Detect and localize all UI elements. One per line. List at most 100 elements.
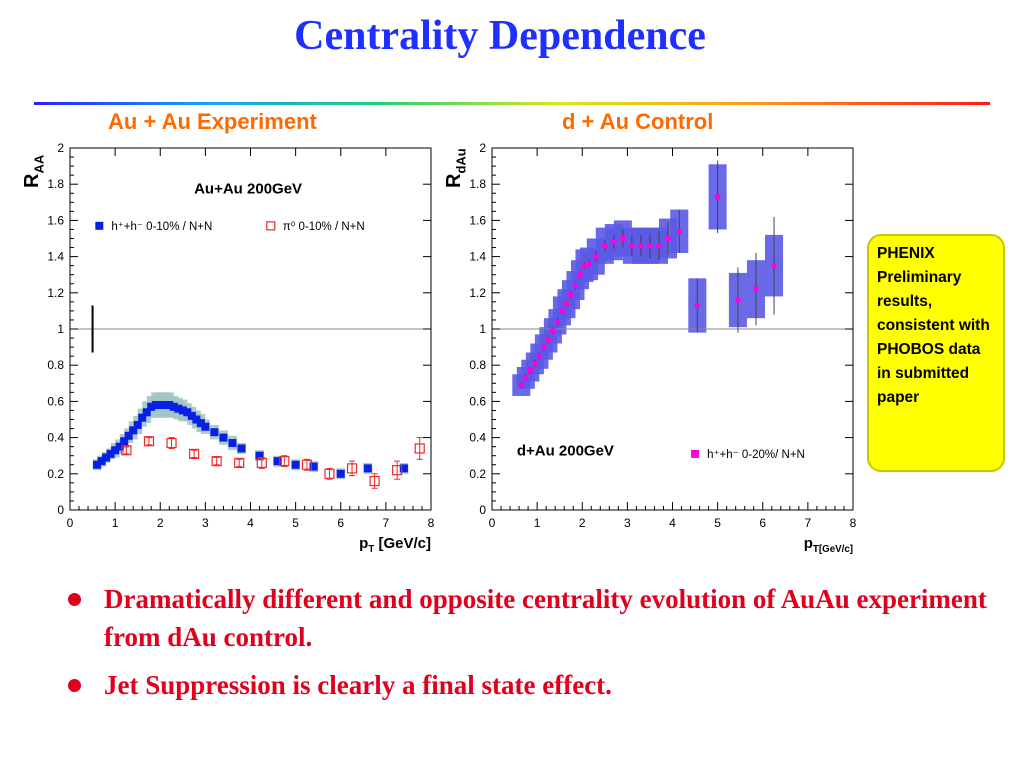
- data-point: [97, 457, 106, 466]
- auau-raa-chart: 0 1 2 3 4 5 6 7 8 0 0.2 0.4 0.6 0.8 1 1.2 1.4 1.6 1.8 2 pT […: [21, 141, 435, 555]
- data-point: [219, 433, 228, 442]
- data-point: [309, 462, 318, 471]
- data-point: [124, 431, 133, 440]
- x-tick-label: 2: [157, 516, 164, 530]
- legend-marker: [95, 221, 104, 230]
- y-tick-label: 0.6: [469, 394, 486, 408]
- data-point: [256, 457, 267, 469]
- y-tick-label: 1.4: [469, 250, 486, 264]
- legend-label: h⁺+h⁻ 0-20%/ N+N: [707, 449, 805, 461]
- y-tick-label: 0.2: [47, 467, 64, 481]
- data-point: [676, 228, 682, 234]
- y-tick-label: 1.2: [47, 286, 64, 300]
- data-point: [620, 236, 626, 241]
- data-point: [255, 451, 264, 460]
- y-tick-label: 1: [57, 322, 64, 336]
- data-point: [665, 236, 671, 241]
- data-point: [414, 443, 425, 454]
- right-panel-heading: d + Au Control: [562, 109, 714, 134]
- data-point: [188, 448, 200, 459]
- title-divider: [34, 102, 990, 105]
- data-point: [93, 460, 102, 469]
- data-point: [192, 415, 201, 424]
- data-point: [178, 406, 187, 415]
- data-point: [210, 428, 219, 437]
- data-point: [611, 239, 617, 245]
- data-point: [399, 464, 408, 473]
- y-tick-label: 1.4: [47, 250, 64, 264]
- legend-marker: [266, 221, 276, 231]
- x-tick-label: 6: [337, 516, 344, 530]
- data-point: [586, 261, 592, 267]
- data-point: [301, 459, 313, 470]
- data-point: [532, 360, 538, 366]
- data-point: [392, 465, 403, 476]
- phenix-note-box: PHENIX Preliminary results, consistent w…: [867, 234, 1005, 472]
- data-point: [115, 442, 124, 451]
- data-point: [196, 419, 205, 428]
- data-point: [237, 444, 246, 453]
- y-tick-label: 1.8: [469, 177, 486, 191]
- y-tick-label: 2: [479, 141, 486, 155]
- data-point: [160, 401, 169, 410]
- y-tick-label: 2: [57, 141, 64, 155]
- data-point: [273, 457, 282, 466]
- data-point: [536, 353, 542, 359]
- data-point: [324, 468, 335, 479]
- data-point: [550, 328, 556, 334]
- data-point: [346, 463, 358, 474]
- x-tick-label: 1: [534, 516, 541, 530]
- data-point: [183, 408, 192, 417]
- data-point: [593, 254, 599, 260]
- data-point: [545, 337, 551, 343]
- chart-title: d+Au 200GeV: [517, 443, 614, 460]
- y-axis-label: RAA: [21, 154, 47, 188]
- bullet-dot-icon: [68, 593, 81, 606]
- bullet-text: Dramatically different and opposite cent…: [104, 584, 987, 652]
- y-tick-label: 1.6: [47, 213, 64, 227]
- x-tick-label: 3: [202, 516, 209, 530]
- data-point: [735, 297, 741, 303]
- left-panel-heading: Au + Au Experiment: [108, 109, 317, 134]
- x-axis-label: pT[GeV/c]: [804, 535, 853, 555]
- data-point: [143, 436, 155, 447]
- legend-label: π⁰ 0-10% / N+N: [283, 221, 365, 233]
- data-point: [106, 449, 115, 458]
- data-point: [541, 344, 547, 350]
- data-point: [121, 445, 132, 456]
- y-tick-label: 0: [57, 503, 64, 517]
- data-point: [147, 402, 156, 411]
- data-point: [174, 404, 183, 413]
- data-point: [151, 401, 160, 410]
- y-tick-label: 1.8: [47, 177, 64, 191]
- data-point: [647, 243, 653, 249]
- data-point: [559, 308, 565, 314]
- y-tick-label: 0.6: [47, 394, 64, 408]
- data-point: [111, 446, 120, 455]
- x-tick-label: 7: [383, 516, 390, 530]
- x-tick-label: 0: [489, 516, 496, 530]
- data-point: [602, 243, 608, 249]
- bullet-list: Dramatically different and opposite cent…: [60, 580, 990, 714]
- y-tick-label: 0.4: [469, 431, 486, 445]
- data-point: [166, 437, 177, 449]
- data-point: [234, 457, 245, 469]
- data-point: [694, 302, 700, 308]
- y-tick-label: 1.2: [469, 286, 486, 300]
- data-point: [369, 475, 380, 487]
- y-axis-label: RdAu: [443, 148, 469, 188]
- bullet-text: Jet Suppression is clearly a final state…: [104, 670, 612, 700]
- x-tick-label: 6: [759, 516, 766, 530]
- y-tick-label: 0.8: [469, 358, 486, 372]
- data-point: [156, 401, 165, 410]
- data-point: [523, 375, 529, 381]
- data-point: [102, 453, 111, 462]
- data-point: [336, 469, 345, 478]
- x-tick-label: 2: [579, 516, 586, 530]
- data-point: [133, 420, 142, 429]
- data-point: [582, 263, 588, 269]
- data-point: [187, 411, 196, 420]
- data-point: [120, 437, 129, 446]
- data-point: [129, 426, 138, 435]
- y-tick-label: 0: [479, 503, 486, 517]
